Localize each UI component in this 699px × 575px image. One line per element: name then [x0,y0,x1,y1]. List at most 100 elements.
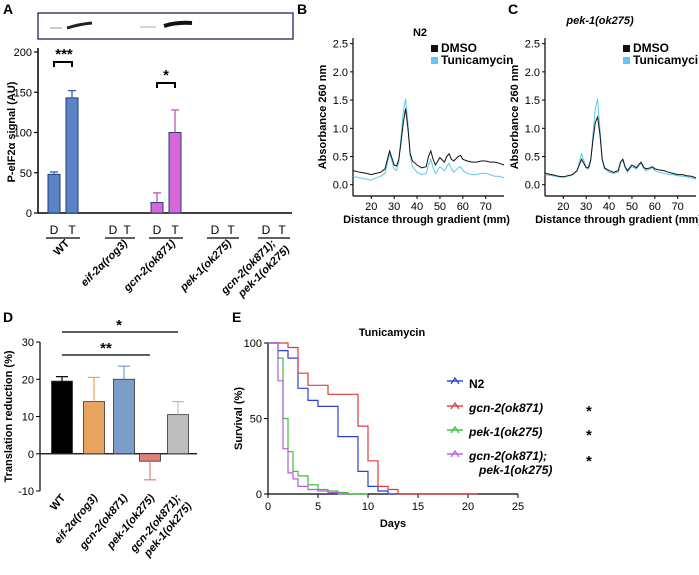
panel-b-xtick-label: 60 [457,201,469,213]
panel-e-legend-pek1: pek-1(ok275) [468,425,542,439]
panel-b-tunicamycin-line [352,98,505,181]
panel-b-xtick-label: 30 [388,201,400,213]
panel-e-legend-double-1: gcn-2(ok871); [468,449,547,463]
panel-b-title: N2 [413,27,427,39]
panel-d-bar [51,380,73,455]
panel-c-letter: C [508,1,518,17]
panel-b-xtick-label: 40 [411,201,423,213]
panel-c-legend-tun-label: Tunicamycin [633,53,699,67]
panel-e-n2-curve [268,342,478,495]
panel-a-ytick-label: 100 [14,128,32,140]
panel-c-ytick-label: 1.0 [525,123,540,135]
panel-b-dmso-line [352,108,505,176]
panel-a-bar [168,132,182,214]
panel-b-ytick-label: 0.0 [333,180,348,192]
panel-e-double-curve [268,342,348,495]
panel-c-xtick-label: 60 [649,201,661,213]
panel-b-legend-tun-label: Tunicamycin [441,53,513,67]
panel-a-ytick-label: 50 [20,168,32,180]
panel-e-legend-marker [450,401,460,410]
panel-b-letter: B [297,1,307,17]
panel-a-ytick-label: 0 [26,208,32,220]
panel-c-legend-dmso-label: DMSO [633,41,669,55]
panel-c-ytick-label: 0.5 [525,152,540,164]
panel-e-legend-gcn2: gcn-2(ok871) [468,401,543,415]
panel-e-chart: 0 50 100 0 5 10 15 20 25 Days Survival (%) N2 gcn-2(… [233,338,592,530]
panel-c-title: pek-1(ok275) [565,15,634,27]
panel-c-ylabel: Absorbance 260 nm [509,65,521,170]
panel-a-bar [65,97,79,214]
panel-c-xtick-label: 50 [626,201,638,213]
panel-e-star: * [586,403,592,420]
panel-a-sig-bracket [53,61,73,67]
panel-b-ytick-label: 2.0 [333,67,348,79]
panel-d-ylabel: Translation reduction (%) [3,350,15,482]
panel-d-sig-mid: ** [100,340,112,357]
panel-b-xtick-label: 20 [365,201,377,213]
panel-e-xlabel: Days [380,518,406,530]
panel-e-ytick-label: 100 [244,338,262,350]
panel-d-bar [113,378,135,455]
panel-c-xtick-label: 30 [580,201,592,213]
panel-d-ytick-label: 30 [22,337,34,349]
panel-c-legend-dmso-swatch [623,45,630,52]
panel-c-ytick-label: 2.5 [525,39,540,51]
panel-a-letter: A [3,1,13,17]
panel-a-bar [47,173,61,214]
panel-a-dt-label: D [211,223,220,237]
panel-a-dt-label: D [262,223,271,237]
panel-c-ytick-label: 0.0 [525,180,540,192]
panel-a-dt-label: D [50,223,59,237]
panel-c-ytick-label: 2.0 [525,67,540,79]
panel-e-xtick-label: 20 [462,501,474,513]
panel-a-ylabel: P-eIF2α signal (AU) [6,81,18,182]
panel-d-ytick-label: -10 [18,486,34,498]
panel-a-sig-bracket [156,82,176,88]
panel-c-xlabel: Distance through gradient (mm) [535,214,699,226]
panel-e-letter: E [232,309,241,325]
panel-a-group-label: WT [52,237,73,258]
panel-d-bar [83,401,105,455]
panel-a-ytick-label: 150 [14,87,32,99]
panel-e-star: * [586,427,592,444]
panel-e-legend-marker [450,376,460,385]
panel-b-ytick-label: 1.0 [333,123,348,135]
panel-e-xtick-label: 25 [512,501,524,513]
panel-d-xlabel: WT [48,492,68,513]
panel-a-dt-label: T [123,223,131,237]
panel-a-sig-label: * [163,67,169,84]
panel-d-ytick-label: 10 [22,412,34,424]
panel-e-xtick-label: 0 [265,501,271,513]
panel-e-star: * [586,453,592,470]
panel-a-dt-label: D [153,223,162,237]
panel-e-gcn2-curve [268,342,478,495]
blot-band-wt-t [66,21,93,30]
panel-d-bar [139,453,161,462]
panel-d-bar [167,414,189,455]
panel-c-xtick-label: 40 [603,201,615,213]
panel-d-sig-top: * [116,317,122,334]
panel-a-group-label: eif-2α(rog3) [79,237,131,289]
panel-d-letter: D [3,309,13,325]
panel-e-xtick-label: 10 [362,501,374,513]
panel-d-chart: -10 0 10 20 30 Translation reduction (%) *** WT… [3,317,197,560]
panel-c-xtick-label: 70 [672,201,684,213]
panel-e-title: Tunicamycin [359,327,426,339]
panel-a-dt-label: T [68,223,76,237]
panel-e-xtick-label: 5 [315,501,321,513]
panel-e-legend-marker [450,425,460,434]
panel-b-ytick-label: 0.5 [333,152,348,164]
panel-b-xtick-label: 70 [480,201,492,213]
panel-a-ytick-label: 200 [14,47,32,59]
panel-d-ytick-label: 0 [28,449,34,461]
panel-a-dt-label: D [109,223,118,237]
panel-a-dt-label: T [278,223,286,237]
panel-c-legend-tun-swatch [623,57,630,64]
panel-d-ytick-label: 20 [22,374,34,386]
panel-b-ylabel: Absorbance 260 nm [317,65,329,170]
